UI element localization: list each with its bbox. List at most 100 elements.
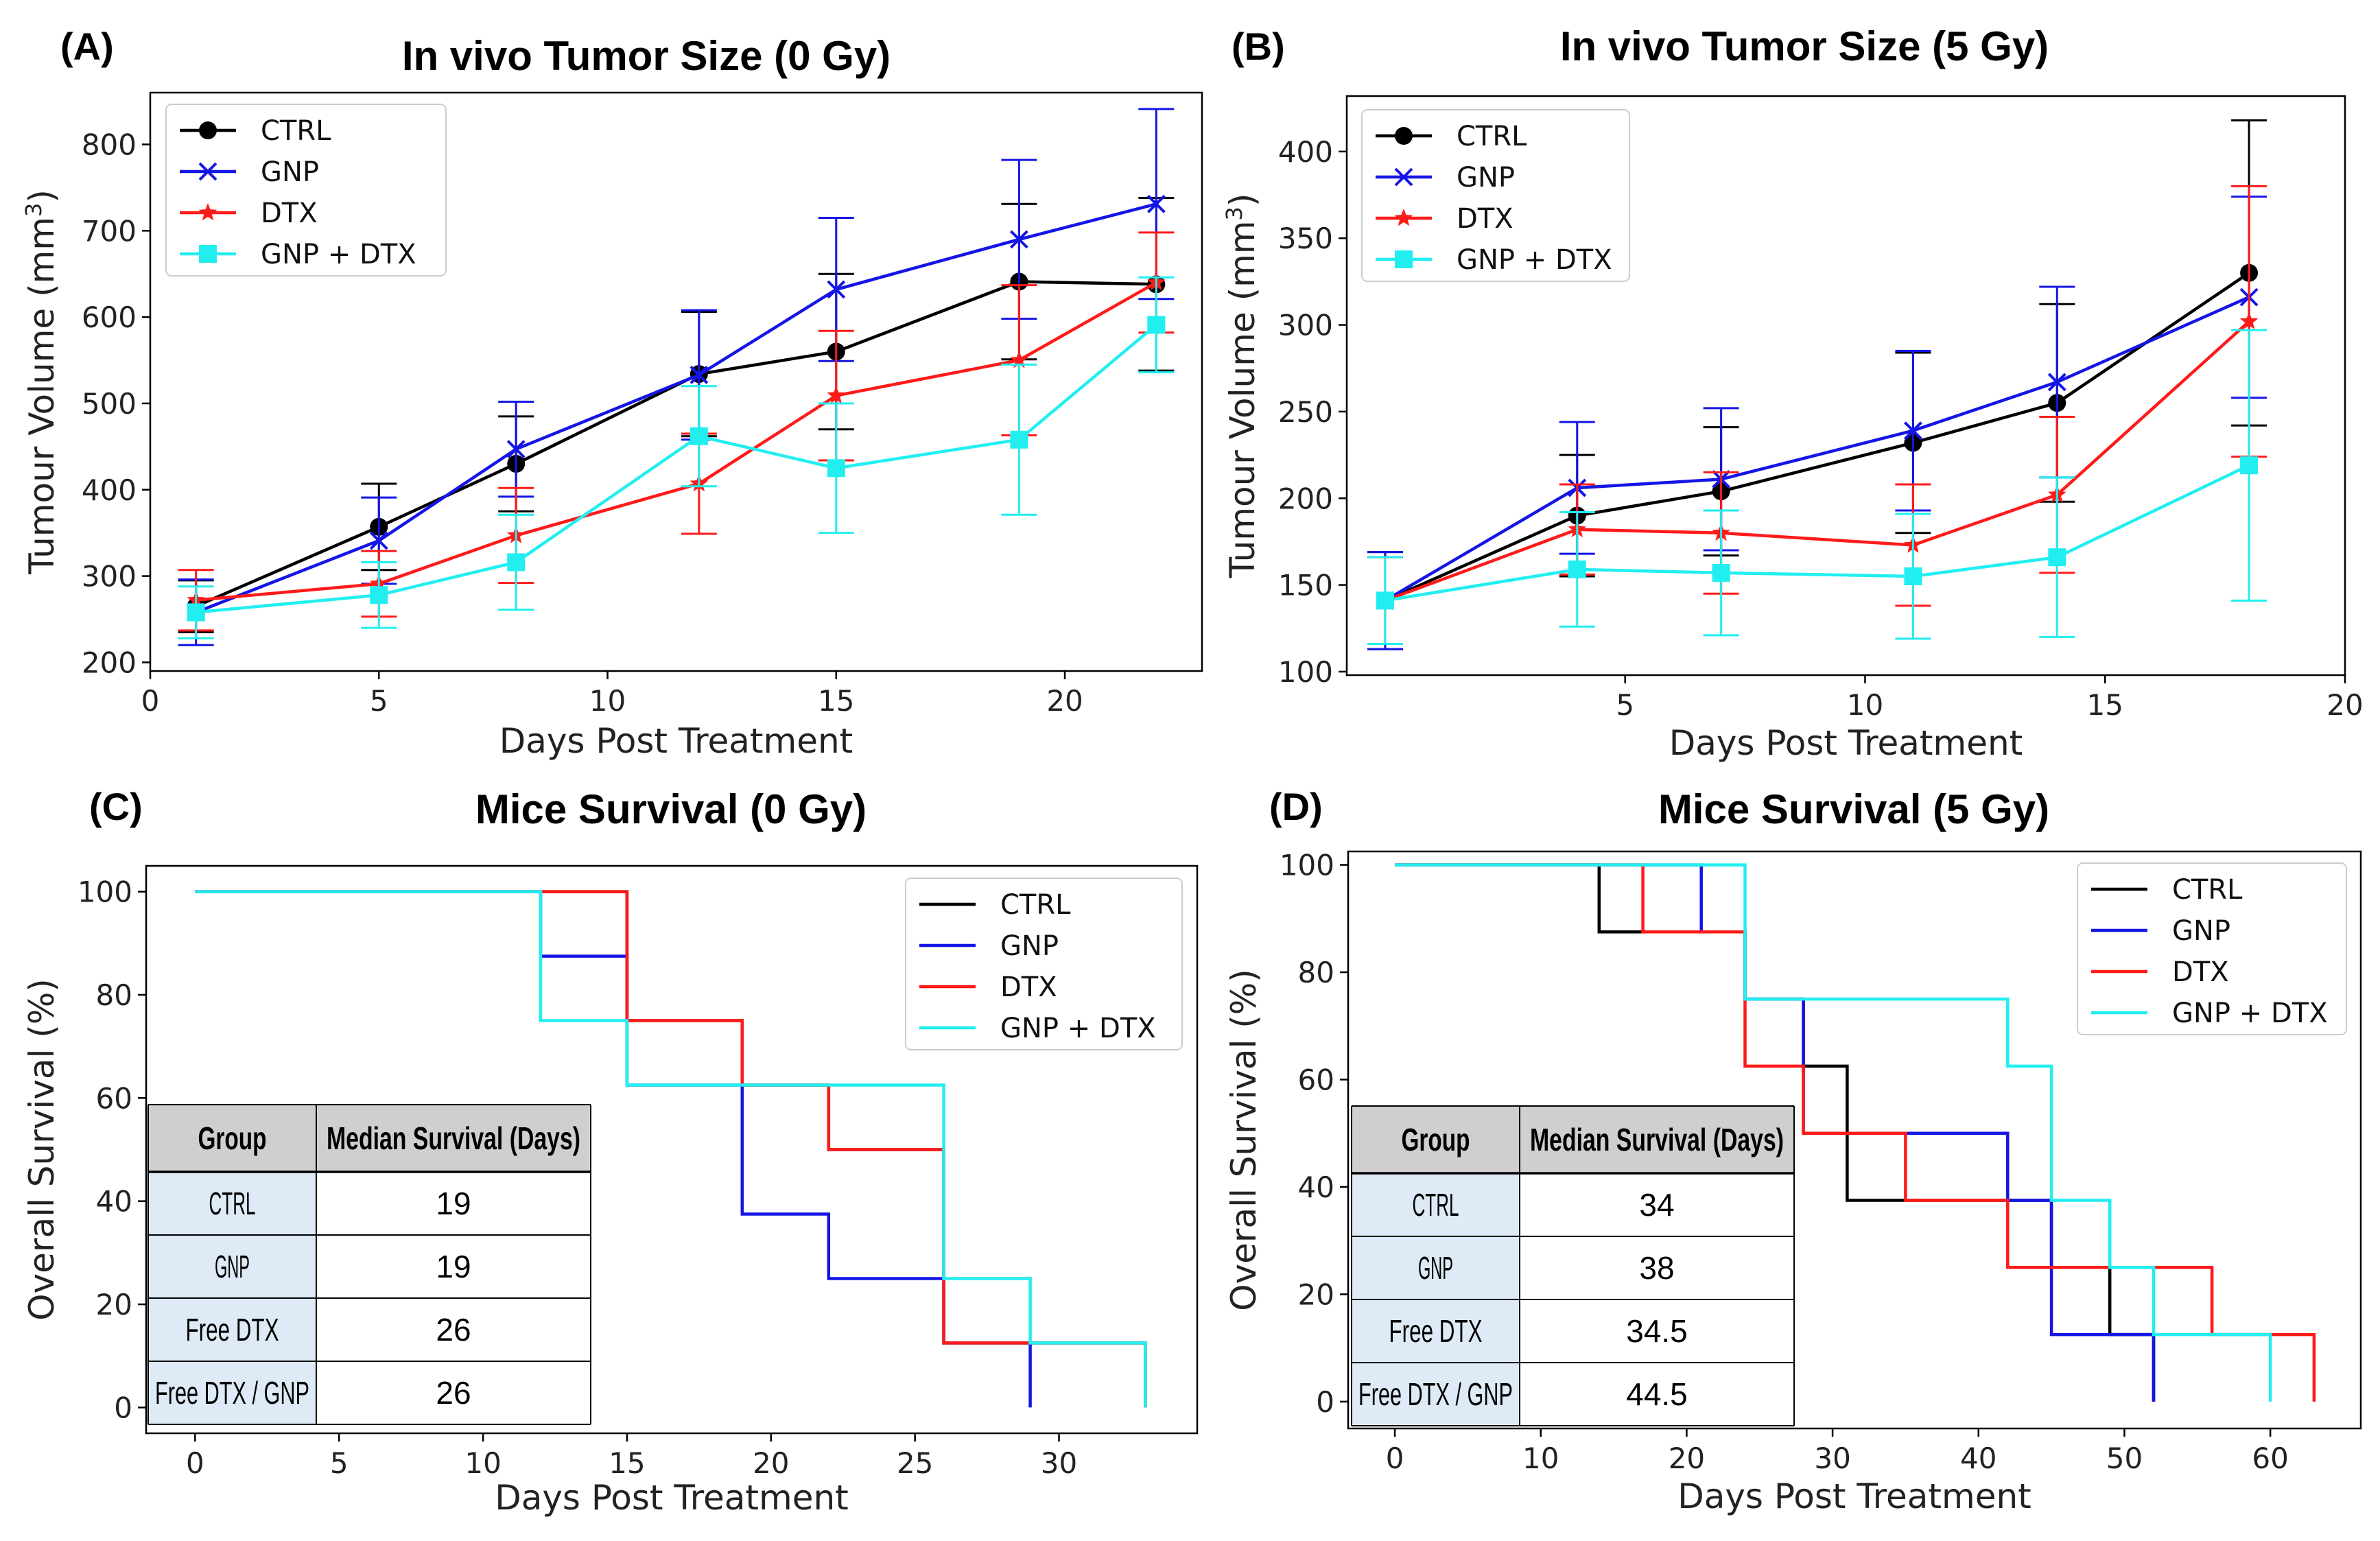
y-tick-label: 80: [96, 978, 132, 1012]
table-cell-group: GNP: [215, 1249, 250, 1284]
table-header-bg: [1352, 1106, 1794, 1173]
legend-marker: [199, 121, 217, 139]
y-tick-label: 400: [82, 473, 137, 507]
series-line: [1384, 296, 2250, 602]
chart-title: In vivo Tumor Size (5 Gy): [1560, 23, 2049, 69]
legend-item-label: GNP + DTX: [261, 239, 416, 270]
legend-marker: [198, 203, 217, 221]
y-tick-label: 200: [82, 646, 137, 679]
legend-item-label: DTX: [2172, 956, 2229, 988]
data-point: [369, 531, 388, 550]
y-tick-label: 20: [1298, 1278, 1334, 1311]
y-tick-label: 0: [1316, 1385, 1334, 1419]
table-header-median: Median Survival (Days): [1530, 1122, 1784, 1157]
table-cell-group: Free DTX: [1389, 1313, 1483, 1349]
table-cell-group: CTRL: [209, 1186, 256, 1221]
x-tick-label: 30: [1041, 1446, 1077, 1480]
legend-item-label: GNP: [1000, 930, 1059, 962]
table-header-bg: [148, 1105, 591, 1172]
data-point: [1904, 421, 1922, 440]
data-point: [827, 459, 845, 478]
series-line: [196, 323, 1157, 614]
data-point: [370, 586, 388, 604]
y-tick-label: 100: [1280, 849, 1334, 882]
x-tick-label: 20: [753, 1446, 789, 1480]
data-point: [1904, 567, 1922, 585]
x-tick-label: 15: [2087, 688, 2123, 722]
table-header-group: Group: [1402, 1122, 1470, 1157]
x-axis-label: Days Post Treatment: [1677, 1477, 2031, 1516]
y-tick-label: 500: [82, 387, 137, 421]
data-point: [507, 553, 526, 572]
x-tick-label: 10: [1847, 688, 1883, 722]
legend-marker: [199, 245, 217, 263]
y-tick-label: 300: [1278, 309, 1333, 342]
chart-c: 0 5 10 15 20 25 30 0 20 40 60 80 100 (C) Mice Survival…: [22, 785, 1199, 1518]
data-point: [827, 280, 846, 299]
legend-box: [2077, 862, 2347, 1035]
y-axis-label-main: Tumour Volume (mm: [1223, 221, 1262, 579]
x-tick-label: 15: [818, 684, 854, 718]
data-point: [1010, 351, 1028, 368]
x-tick-label: 30: [1814, 1442, 1850, 1475]
y-tick-label: 600: [82, 301, 137, 334]
panel-label: (A): [60, 25, 114, 68]
table-cell-median: 38: [1639, 1250, 1674, 1286]
x-tick-label: 25: [897, 1446, 933, 1480]
x-tick-label: 5: [1616, 688, 1634, 722]
data-point: [690, 427, 708, 445]
table-cell-group: Free DTX / GNP: [155, 1375, 309, 1411]
x-tick-label: 60: [2252, 1442, 2288, 1475]
legend-item-label: DTX: [1000, 972, 1057, 1003]
x-tick-label: 20: [1669, 1442, 1705, 1475]
y-tick-label: 300: [82, 560, 137, 593]
y-tick-label: 40: [96, 1185, 132, 1219]
table-cell-group: Free DTX / GNP: [1358, 1376, 1513, 1412]
chart-title: Mice Survival (5 Gy): [1658, 786, 2049, 832]
y-tick-label: 700: [82, 214, 137, 248]
data-point: [1376, 591, 1394, 610]
chart-d: 0 10 20 30 40 50 60 0 20 40 60 80 100 (D) Mice Surviva…: [1224, 785, 2362, 1516]
chart-a: 0 5 10 15 20 200 300 400 500 600 700 800 (A) In vivo …: [21, 25, 1203, 761]
series-gnp-dtx: [178, 276, 1175, 639]
y-tick-label: 40: [1298, 1171, 1334, 1204]
legend-marker: [1395, 127, 1413, 145]
data-point: [2047, 373, 2066, 392]
legend-marker: [1395, 250, 1413, 268]
plot-frame: [1347, 850, 2362, 1430]
survival-step-line: [195, 890, 1147, 1408]
x-tick-label: 0: [1386, 1442, 1404, 1475]
plot-frame: [145, 864, 1199, 1435]
legend-marker: [198, 162, 217, 181]
y-tick-label: 0: [114, 1391, 132, 1424]
y-tick-label: 350: [1278, 222, 1333, 255]
x-tick-label: 5: [370, 684, 388, 718]
table-cell-median: 26: [436, 1312, 471, 1348]
table-header-group: Group: [198, 1120, 267, 1156]
y-tick-label: 200: [1278, 482, 1333, 515]
series-line: [1385, 320, 2250, 602]
legend-item-label: CTRL: [1000, 889, 1071, 921]
table-cell-median: 34: [1639, 1187, 1674, 1223]
legend-item-label: DTX: [1457, 203, 1513, 235]
data-point: [2240, 456, 2259, 475]
y-axis-label-end: ): [1223, 193, 1262, 207]
y-axis-label-superscript: 3: [1221, 207, 1247, 220]
x-tick-label: 20: [2326, 688, 2363, 722]
series-gnp-dtx: [1367, 329, 2267, 646]
x-tick-label: 0: [141, 684, 160, 718]
table-cell-group: CTRL: [1413, 1187, 1459, 1223]
x-tick-label: 10: [1522, 1442, 1559, 1475]
x-axis-label: Days Post Treatment: [495, 1478, 849, 1518]
y-tick-label: 250: [1278, 395, 1333, 429]
x-axis-label: Days Post Treatment: [499, 721, 853, 761]
data-point: [1147, 316, 1166, 334]
data-point: [827, 386, 846, 403]
legend: CTRL GNP DTX GNP + DTX: [165, 104, 447, 277]
y-axis-label: Tumour Volume (mm3): [21, 189, 62, 575]
x-axis-label: Days Post Treatment: [1669, 723, 2023, 763]
panel-label: (D): [1269, 785, 1323, 828]
table-cell-median: 19: [436, 1186, 471, 1221]
series-gnp-dtx: [1395, 863, 2272, 1402]
